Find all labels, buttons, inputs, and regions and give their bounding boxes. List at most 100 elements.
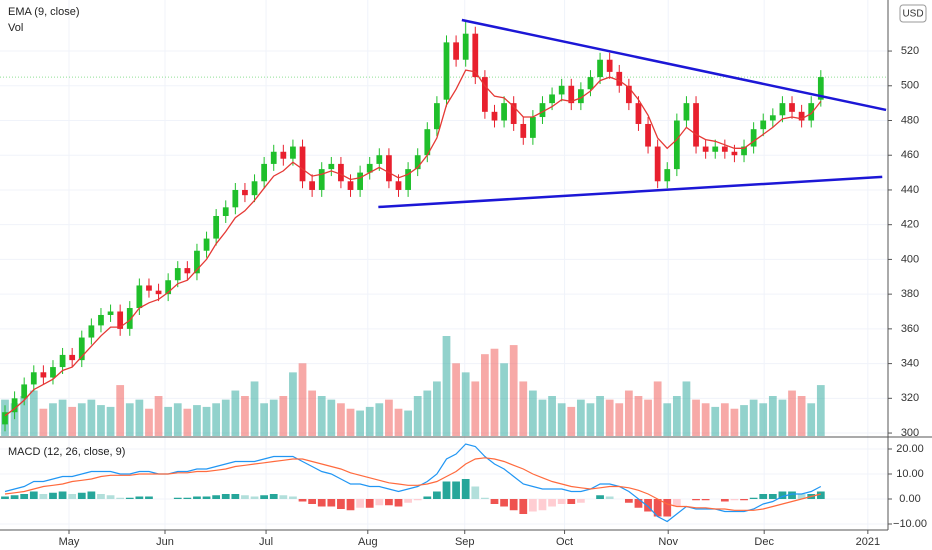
- candle-body: [482, 77, 488, 112]
- candle-body: [712, 146, 719, 152]
- y-tick-label: 480: [901, 114, 919, 126]
- y-tick-label: 340: [901, 358, 919, 370]
- macd-hist-bar: [452, 481, 460, 499]
- x-tick-label: Nov: [658, 536, 678, 548]
- volume-bar: [500, 363, 508, 436]
- candle-body: [318, 169, 325, 190]
- candle-body: [242, 189, 248, 196]
- macd-hist-bar: [461, 479, 470, 499]
- candle-body: [395, 181, 402, 190]
- macd-hist-bar: [87, 491, 96, 499]
- x-tick-label: Dec: [754, 536, 774, 548]
- candle-body: [443, 42, 450, 100]
- candle-body: [136, 285, 143, 309]
- macd-hist-bar: [394, 499, 403, 507]
- candle-body: [184, 268, 191, 274]
- candle-body: [21, 384, 28, 399]
- macd-hist-bar: [106, 495, 115, 499]
- currency[interactable]: USD: [902, 9, 923, 20]
- candle-body: [616, 71, 623, 86]
- volume-bar: [567, 406, 576, 436]
- volume-bar: [528, 390, 537, 436]
- candle-body: [270, 151, 277, 164]
- macd-hist-bar: [509, 499, 518, 511]
- candle-body: [491, 111, 498, 121]
- macd-hist-bar: [49, 492, 57, 499]
- y-tick-label: 300: [901, 427, 919, 439]
- volume-bar: [145, 408, 153, 436]
- y-tick-label: 20.00: [896, 443, 924, 455]
- macd-hist-bar: [720, 499, 729, 502]
- macd-hist-bar: [145, 496, 153, 499]
- candle-body: [78, 337, 85, 361]
- volume-bar: [816, 385, 825, 436]
- candle-body: [549, 94, 555, 104]
- macd-hist-bar: [269, 494, 278, 499]
- volume-bar: [77, 403, 86, 436]
- y-tick-label: 360: [901, 323, 919, 335]
- volume-bar: [269, 399, 278, 436]
- volume-bar: [759, 403, 768, 436]
- macd-hist-bar: [500, 499, 508, 507]
- candle-body: [347, 181, 354, 190]
- volume-bar: [768, 396, 777, 436]
- candle-body: [683, 103, 690, 121]
- candle-body: [539, 103, 546, 118]
- candle-body: [126, 308, 133, 329]
- volume-bar: [385, 399, 393, 436]
- macd-hist-bar: [289, 496, 297, 499]
- candle-body: [654, 146, 661, 182]
- trendline: [461, 18, 887, 112]
- candle-body: [520, 123, 527, 138]
- volume-bar: [749, 399, 758, 436]
- ema-line: [4, 69, 822, 417]
- y-tick-label: 520: [901, 45, 919, 57]
- macd-line: [4, 443, 822, 523]
- volume-bar: [634, 396, 643, 436]
- volume-bar: [317, 396, 326, 436]
- macd-hist-bar: [778, 491, 787, 499]
- ema-legend: EMA (9, close): [8, 6, 80, 18]
- volume-bar: [423, 390, 432, 436]
- candle-body: [664, 169, 671, 182]
- currency-box[interactable]: [899, 4, 927, 23]
- macd-hist-bar: [519, 499, 528, 514]
- macd-hist-bar: [653, 499, 662, 517]
- candle-body: [414, 155, 421, 170]
- volume-bar: [720, 403, 729, 436]
- candle-body: [194, 250, 200, 274]
- candle-body: [434, 103, 440, 130]
- volume-bar: [730, 408, 739, 436]
- macd-hist-bar: [77, 492, 86, 499]
- candle-body: [462, 33, 469, 60]
- volume-bar: [289, 372, 297, 436]
- candle-body: [587, 77, 594, 90]
- candle-body: [366, 163, 373, 173]
- volume-bar: [663, 403, 672, 436]
- macd-hist-bar: [260, 495, 269, 499]
- macd-hist-bar: [692, 499, 700, 501]
- candle-body: [597, 59, 603, 78]
- candle-body: [213, 216, 220, 239]
- volume-bar: [461, 372, 470, 436]
- macd-hist-bar: [730, 499, 739, 501]
- x-tick-label: Sep: [455, 536, 475, 548]
- macd-hist-bar: [68, 494, 77, 499]
- macd-hist-bar: [250, 496, 259, 499]
- volume-bar: [490, 348, 499, 436]
- candle-body: [155, 290, 162, 295]
- macd-hist-bar: [97, 494, 105, 499]
- volume-bar: [807, 403, 816, 436]
- candle-body: [635, 103, 642, 124]
- candle-body: [577, 89, 584, 104]
- volume-bar: [797, 396, 806, 436]
- volume-bar: [548, 396, 556, 436]
- volume-bar: [471, 381, 480, 436]
- macd-hist-bar: [576, 499, 585, 503]
- candle-body: [59, 354, 66, 368]
- macd-hist-bar: [644, 499, 652, 512]
- candle-body: [568, 85, 575, 104]
- volume-bar: [365, 406, 374, 436]
- macd-hist-bar: [385, 499, 393, 506]
